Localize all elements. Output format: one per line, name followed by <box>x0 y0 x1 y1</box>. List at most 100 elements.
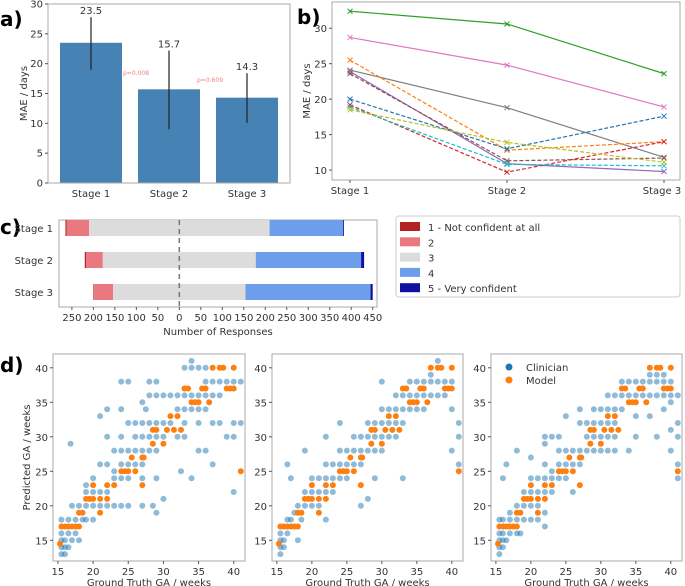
model-point <box>622 385 629 392</box>
clinician-point <box>118 447 125 454</box>
clinician-point <box>513 502 520 509</box>
model-point <box>170 426 177 433</box>
clinician-point <box>597 420 604 426</box>
clinician-point <box>287 475 294 482</box>
clinician-point <box>322 489 329 495</box>
clinician-point <box>378 433 385 440</box>
model-point <box>308 495 315 502</box>
clinician-point <box>420 406 427 413</box>
clinician-point <box>132 420 139 426</box>
y-tick-label: 40 <box>473 364 486 375</box>
model-point <box>90 482 97 489</box>
model-point <box>206 399 213 406</box>
y-tick-label: 30 <box>473 433 486 444</box>
clinician-point <box>618 406 625 413</box>
model-point <box>237 468 244 475</box>
clinician-point <box>527 489 534 495</box>
clinician-point <box>562 447 569 454</box>
clinician-point <box>534 475 541 482</box>
x-tick-label: 400 <box>342 313 361 324</box>
clinician-point <box>230 489 237 495</box>
clinician-point <box>298 516 305 523</box>
model-point <box>601 426 608 433</box>
clinician-point <box>674 461 681 468</box>
clinician-point <box>97 489 104 495</box>
legend-marker <box>505 363 513 371</box>
y-tick-label: 35 <box>254 398 267 409</box>
clinician-point <box>111 447 118 454</box>
clinician-point <box>371 433 378 440</box>
clinician-point <box>111 502 118 509</box>
bar-segment-3 <box>89 220 270 236</box>
y-axis-label: MAE / days <box>302 63 313 118</box>
clinician-point <box>499 475 506 482</box>
clinician-point <box>455 433 462 440</box>
clinician-point <box>90 502 97 509</box>
model-point <box>104 495 111 502</box>
clinician-point <box>378 420 385 426</box>
clinician-point <box>378 447 385 454</box>
clinician-point <box>378 406 385 413</box>
model-point <box>378 440 385 447</box>
clinician-point <box>527 454 534 461</box>
y-tick-label: 20 <box>254 502 267 513</box>
model-point <box>590 426 597 433</box>
clinician-point <box>441 378 448 385</box>
bar-segment-2 <box>66 220 90 236</box>
clinician-point <box>343 447 350 454</box>
clinician-point <box>427 392 434 399</box>
clinician-point <box>280 537 287 544</box>
clinician-point <box>188 357 195 364</box>
model-point <box>597 440 604 447</box>
model-point <box>615 426 622 433</box>
clinician-point <box>308 502 315 509</box>
clinician-point <box>68 502 75 509</box>
model-point <box>385 413 392 420</box>
model-point <box>97 495 104 502</box>
clinician-point <box>392 433 399 440</box>
x-tick-label: 35 <box>192 567 205 578</box>
clinician-point <box>65 530 72 537</box>
model-point <box>517 509 524 516</box>
clinician-point <box>104 502 111 509</box>
model-point <box>427 364 434 371</box>
clinician-point <box>625 392 632 399</box>
clinician-point <box>513 447 520 454</box>
clinician-point <box>125 447 132 454</box>
clinician-point <box>277 530 284 537</box>
clinician-point <box>548 475 555 482</box>
clinician-point <box>139 399 146 406</box>
value-label: 23.5 <box>80 6 102 17</box>
bar-segment-4 <box>269 220 344 236</box>
clinician-point <box>604 420 611 426</box>
clinician-point <box>399 392 406 399</box>
model-point <box>329 482 336 489</box>
clinician-point <box>590 447 597 454</box>
clinician-point <box>139 420 146 426</box>
clinician-point <box>181 406 188 413</box>
clinician-point <box>653 392 660 399</box>
legend-label: 2 <box>428 238 434 249</box>
clinician-point <box>555 447 562 454</box>
model-point <box>639 385 646 392</box>
y-tick-label: 40 <box>35 364 48 375</box>
clinician-point <box>350 447 357 454</box>
data-point-marker <box>347 68 353 75</box>
clinician-point <box>329 489 336 495</box>
clinician-point <box>301 489 308 495</box>
clinician-point <box>174 433 181 440</box>
clinician-point <box>399 406 406 413</box>
clinician-point <box>653 433 660 440</box>
clinician-point <box>541 461 548 468</box>
clinician-point <box>294 502 301 509</box>
x-tick-label: 40 <box>445 567 458 578</box>
clinician-point <box>167 392 174 399</box>
data-point-marker <box>347 34 353 41</box>
x-tick-label: 20 <box>87 567 100 578</box>
model-point <box>403 385 410 392</box>
y-tick-label: 25 <box>35 467 48 478</box>
y-tick-label: 25 <box>254 467 267 478</box>
model-point <box>139 482 146 489</box>
bar-segment-2 <box>86 252 103 268</box>
clinician-point <box>392 392 399 399</box>
